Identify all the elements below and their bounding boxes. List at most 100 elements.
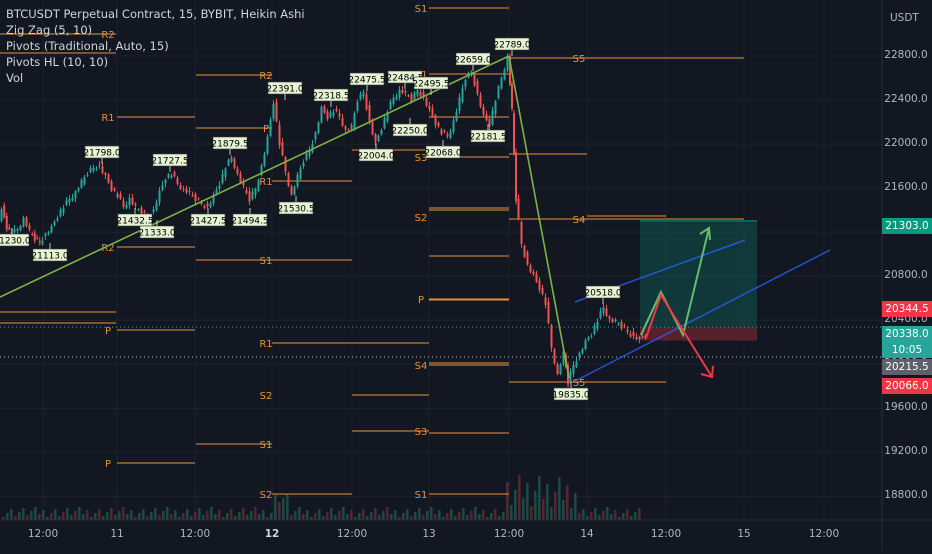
candle-body	[134, 203, 137, 206]
pivot-level-label: P	[418, 295, 424, 306]
projection-up-arrowhead	[699, 226, 711, 241]
pivot-level-label: S1	[415, 4, 428, 15]
candle-body	[176, 178, 179, 184]
position-stop-zone[interactable]	[640, 327, 757, 341]
candle-body	[266, 136, 269, 154]
candle-body	[239, 173, 242, 183]
candle-body	[122, 200, 125, 207]
candle-body	[200, 201, 203, 205]
volume-bar	[610, 514, 613, 520]
swing-label: 22391.0	[266, 85, 303, 95]
candle-body	[158, 190, 161, 203]
candle-body	[254, 188, 257, 195]
legend-indicator[interactable]: Vol	[6, 71, 24, 85]
candle-body	[638, 336, 641, 340]
candle-body	[308, 150, 311, 156]
candle-body	[386, 112, 389, 122]
volume-bar	[626, 509, 629, 520]
candle-body	[47, 232, 50, 235]
price-tag: 21303.0	[882, 218, 932, 234]
candle-body	[314, 132, 317, 140]
volume-bar	[34, 507, 37, 520]
swing-label: 21432.5	[116, 217, 153, 227]
volume-bar	[326, 512, 329, 520]
volume-bar	[494, 509, 497, 520]
channel-line-lower[interactable]	[574, 249, 831, 382]
volume-bar	[210, 507, 213, 520]
candle-body	[407, 95, 410, 97]
trend-line[interactable]	[0, 55, 510, 298]
pivot-level-label: R2	[101, 30, 114, 41]
candle-body	[125, 204, 128, 208]
candle-body	[137, 209, 140, 211]
volume-bar	[358, 513, 361, 520]
legend-indicator[interactable]: Pivots (Traditional, Auto, 15)	[6, 39, 169, 53]
volume-bar	[386, 507, 389, 520]
volume-bar	[274, 495, 277, 520]
volume-bar	[530, 506, 533, 520]
candle-body	[179, 185, 182, 190]
candle-body	[95, 169, 98, 171]
volume-bar	[298, 507, 301, 520]
candle-body	[587, 337, 590, 340]
volume-bar	[238, 512, 241, 520]
candle-body	[632, 332, 635, 337]
candle-body	[188, 190, 191, 192]
candle-body	[362, 92, 365, 97]
legend-indicator[interactable]: Zig Zag (5, 10)	[6, 23, 93, 37]
volume-bar	[286, 494, 289, 520]
swing-label: 22250.0	[391, 127, 428, 137]
candle-body	[344, 126, 347, 130]
volume-bar	[126, 514, 129, 520]
volume-bar	[394, 510, 397, 520]
volume-bar	[86, 510, 89, 520]
candle-body	[440, 129, 443, 135]
candle-body	[326, 111, 329, 120]
volume-bar	[246, 515, 249, 520]
volume-bar	[26, 515, 29, 520]
candle-body	[230, 157, 233, 162]
volume-bar	[2, 517, 5, 520]
volume-bar	[614, 510, 617, 520]
candle-body	[494, 101, 497, 115]
volume-bar	[350, 510, 353, 520]
candle-body	[143, 211, 146, 213]
volume-bar	[58, 516, 61, 520]
volume-bar	[230, 509, 233, 520]
candle-body	[329, 112, 332, 118]
volume-bar	[470, 511, 473, 520]
volume-bar	[314, 513, 317, 520]
candle-body	[3, 205, 6, 218]
volume-bar	[590, 512, 593, 520]
projection-down-arrow[interactable]	[645, 292, 713, 378]
pivot-level-label: S1	[260, 256, 273, 267]
swing-label: 22181.5	[469, 133, 506, 143]
candle-body	[608, 316, 611, 319]
candle-body	[629, 333, 632, 337]
candle-body	[338, 113, 341, 117]
volume-bar	[562, 500, 565, 520]
volume-bar	[414, 512, 417, 520]
volume-bar	[338, 511, 341, 520]
volume-bar	[266, 517, 269, 520]
volume-bar	[482, 510, 485, 520]
pivot-level-label: R1	[259, 177, 272, 188]
volume-bar	[374, 508, 377, 520]
candle-body	[437, 122, 440, 127]
candle-body	[377, 135, 380, 141]
candle-body	[452, 120, 455, 132]
volume-bar	[466, 515, 469, 520]
pivot-level-label: R1	[101, 113, 114, 124]
volume-bar	[370, 512, 373, 520]
volume-bar	[426, 511, 429, 520]
legend-indicator[interactable]: Pivots HL (10, 10)	[6, 55, 109, 69]
swing-label: 22484.5	[386, 74, 423, 84]
candle-body	[287, 172, 290, 186]
x-tick-label: 15	[737, 528, 751, 540]
volume-bar	[406, 509, 409, 520]
volume-bar	[30, 511, 33, 520]
candle-body	[581, 349, 584, 354]
candle-body	[520, 221, 523, 244]
